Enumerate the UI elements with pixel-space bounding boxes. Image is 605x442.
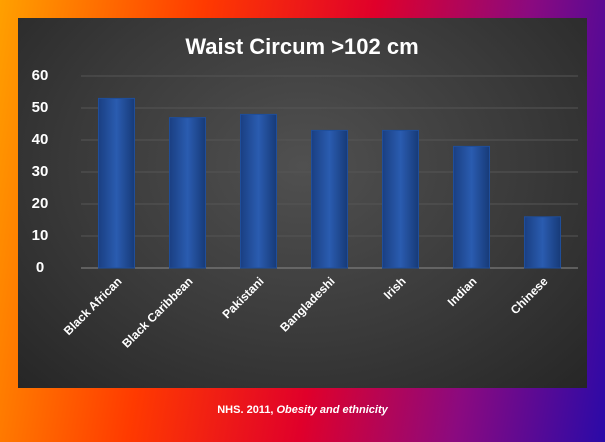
- x-tick-label: Indian: [445, 274, 480, 309]
- y-tick-label: 60: [32, 67, 49, 84]
- x-tick-label: Bangladeshi: [277, 274, 337, 334]
- bar: [453, 145, 490, 269]
- x-tick-label: Chinese: [508, 274, 551, 317]
- y-tick-label: 40: [32, 131, 49, 148]
- work-title: Obesity and ethnicity: [276, 404, 388, 416]
- bar: [524, 216, 561, 269]
- y-tick-label: 30: [32, 163, 49, 180]
- source: NHS. 2011,: [217, 404, 274, 416]
- bar: [169, 117, 206, 269]
- x-tick-label: Black Caribbean: [119, 274, 195, 350]
- y-tick-label: 50: [32, 99, 49, 116]
- x-tick-label: Irish: [381, 274, 409, 302]
- x-tick-label: Pakistani: [219, 274, 266, 321]
- chart: Waist Circum >102 cm 0 10 20 30 40 50 60 Black …: [32, 34, 578, 350]
- bar: [311, 129, 348, 269]
- y-tick-label: 20: [32, 195, 49, 212]
- bar: [382, 129, 419, 269]
- y-tick-label: 0: [36, 259, 44, 276]
- x-tick-label: Black African: [61, 274, 125, 338]
- y-tick-label: 10: [32, 227, 49, 244]
- footer: NHS. 2011, Obesity and ethnicity: [0, 404, 605, 416]
- chart-title: Waist Circum >102 cm: [185, 34, 418, 59]
- bar: [98, 97, 135, 269]
- bar: [240, 113, 277, 269]
